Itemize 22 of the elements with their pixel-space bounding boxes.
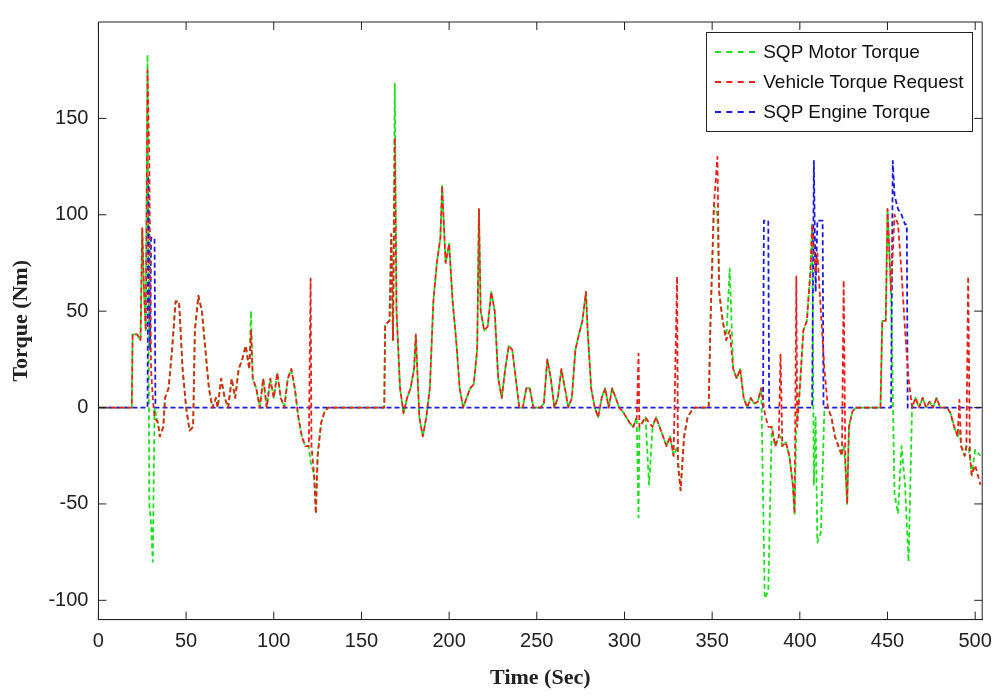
x-tick-label: 500	[958, 629, 992, 652]
x-tick-label: 200	[432, 629, 466, 652]
x-tick-label: 300	[607, 629, 642, 652]
y-tick-label: 50	[66, 298, 89, 321]
legend-label: SQP Engine Torque	[763, 101, 931, 123]
x-axis-title: Time (Sec)	[490, 664, 591, 690]
x-tick-label: 100	[257, 629, 291, 652]
y-tick-label: -100	[48, 587, 89, 610]
x-tick-label: 250	[520, 629, 554, 652]
x-tick-label: 450	[870, 629, 905, 652]
legend-label: SQP Motor Torque	[763, 41, 920, 63]
x-tick-label: 50	[174, 629, 198, 652]
x-tick-label: 350	[695, 629, 729, 652]
x-tick-label: 0	[92, 629, 104, 652]
x-tick-label: 150	[344, 629, 379, 652]
x-tick-label: 400	[783, 629, 817, 652]
y-tick-label: -50	[59, 491, 89, 514]
y-tick-label: 100	[55, 202, 89, 225]
y-axis-title: Torque (Nm)	[6, 259, 32, 382]
y-tick-label: 0	[77, 395, 89, 418]
legend-label: Vehicle Torque Request	[763, 71, 964, 93]
y-tick-label: 150	[55, 105, 89, 128]
